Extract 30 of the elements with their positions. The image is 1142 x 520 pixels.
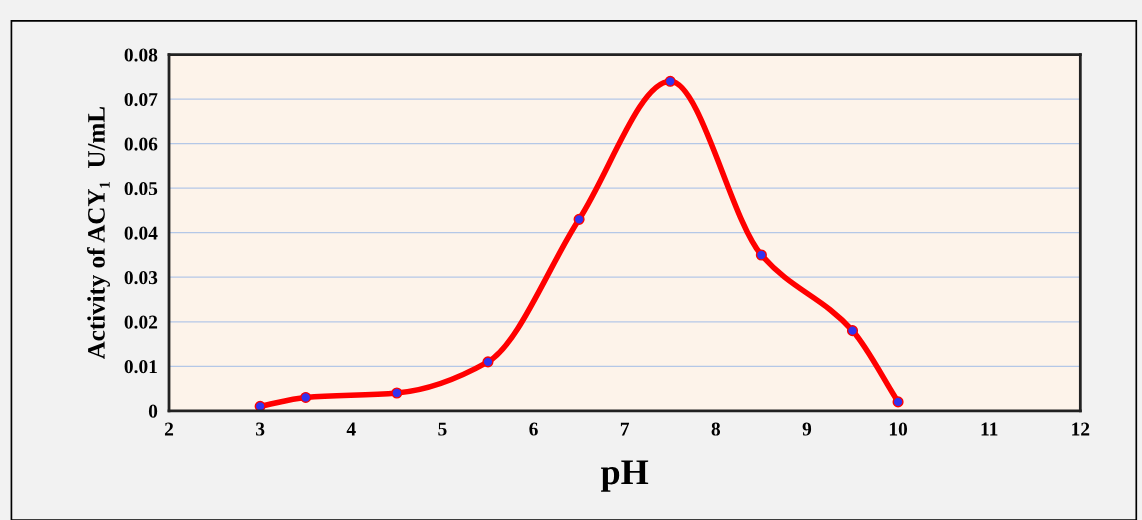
x-tick-label: 5	[438, 422, 447, 436]
y-tick-label: 0.08	[124, 48, 158, 62]
y-tick-label: 0.01	[124, 360, 157, 374]
point	[892, 396, 904, 408]
y-tick-label: 0.06	[124, 137, 158, 151]
x-tick-label: 4	[346, 422, 356, 436]
y-tick-label: 0.02	[124, 315, 158, 329]
x-tick-label: 7	[620, 422, 630, 436]
y-tick-label: 0	[148, 404, 158, 418]
x-tick-label: 12	[1072, 422, 1090, 436]
point	[755, 249, 767, 261]
point	[664, 75, 676, 87]
point	[573, 213, 585, 225]
x-tick-label: 3	[256, 422, 265, 436]
x-tick-label: 8	[711, 422, 721, 436]
x-tick-label: 9	[802, 422, 812, 436]
x-tick-label: 10	[889, 422, 908, 436]
x-tick-label: 11	[981, 422, 998, 436]
y-tick-label: 0.05	[124, 181, 158, 196]
point	[482, 356, 494, 368]
x-axis-title: pH	[601, 460, 649, 492]
y-tick-label: 0.07	[124, 92, 158, 107]
point	[846, 325, 859, 337]
x-tick-label: 2	[164, 422, 174, 436]
y-tick-label: 0.03	[124, 271, 158, 285]
point	[300, 391, 312, 403]
x-tick-label: 6	[529, 422, 538, 436]
y-axis-title: Activity of ACY₁ U/mL	[86, 107, 110, 360]
point	[391, 387, 403, 399]
y-tick-label: 0.04	[124, 226, 158, 240]
